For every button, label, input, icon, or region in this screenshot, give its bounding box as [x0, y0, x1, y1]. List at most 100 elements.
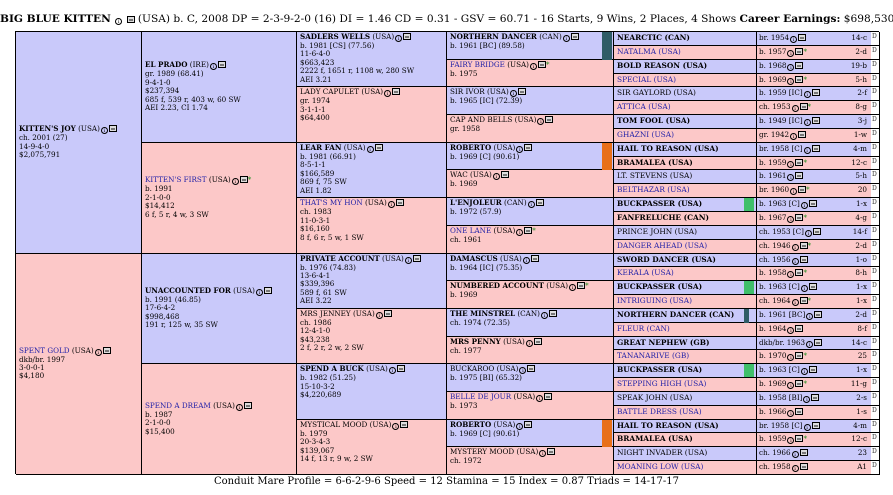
photo-icon[interactable] — [795, 352, 804, 360]
horse-name-link[interactable]: LT. STEVENS (USA) — [617, 171, 693, 181]
family-link[interactable]: D — [871, 32, 879, 45]
horse-name-link[interactable]: SIR GAYLORD (USA) — [617, 88, 696, 98]
family-link[interactable]: D — [871, 267, 879, 281]
family-link[interactable]: D — [871, 184, 879, 198]
family-link[interactable]: D — [871, 281, 879, 295]
horse-name-link[interactable]: BATTLE DRESS (USA) — [617, 406, 702, 416]
photo-icon[interactable] — [798, 130, 807, 138]
photo-icon[interactable] — [795, 75, 804, 83]
info-icon[interactable]: i — [392, 422, 400, 430]
info-icon[interactable]: i — [787, 271, 795, 279]
horse-name-link[interactable]: NUMBERED ACCOUNT — [450, 281, 544, 291]
info-icon[interactable]: i — [375, 311, 383, 319]
info-icon[interactable]: i — [787, 77, 795, 85]
horse-name-link[interactable]: SPECIAL (USA) — [617, 74, 676, 84]
family-link[interactable]: D — [871, 170, 879, 184]
family-link[interactable]: D — [871, 336, 879, 350]
photo-icon[interactable] — [524, 143, 533, 151]
family-link[interactable]: D — [871, 128, 879, 142]
photo-icon[interactable] — [400, 420, 409, 428]
info-icon[interactable]: i — [562, 35, 570, 42]
info-icon[interactable]: i — [529, 62, 537, 70]
family-link[interactable]: D — [871, 198, 879, 211]
info-icon[interactable]: i — [791, 451, 799, 459]
horse-name-link[interactable]: INTRIGUING (USA) — [617, 296, 692, 306]
horse-name-link[interactable]: DAMASCUS — [450, 253, 498, 263]
photo-icon[interactable] — [524, 226, 533, 234]
family-link[interactable]: D — [871, 211, 879, 225]
info-icon[interactable]: i — [384, 90, 392, 98]
horse-name-link[interactable]: LADY CAPULET — [300, 87, 360, 97]
photo-icon[interactable] — [814, 338, 823, 346]
photo-icon[interactable] — [814, 310, 823, 318]
photo-icon[interactable] — [544, 392, 553, 400]
horse-name-link[interactable]: THE MINSTREL — [450, 308, 516, 318]
horse-name-link[interactable]: GREAT NEPHEW (GB) — [617, 337, 710, 347]
photo-icon[interactable] — [577, 282, 586, 290]
family-link[interactable]: D — [871, 253, 879, 267]
family-link[interactable]: D — [871, 73, 879, 87]
info-icon[interactable]: i — [791, 257, 799, 265]
photo-icon[interactable] — [799, 103, 808, 111]
info-icon[interactable]: i — [787, 437, 795, 445]
photo-icon[interactable] — [811, 117, 820, 125]
photo-icon[interactable] — [799, 449, 808, 457]
horse-name-link[interactable]: KITTEN'S JOY — [19, 124, 76, 134]
horse-name-link[interactable]: SWORD DANCER (USA) — [617, 254, 716, 264]
photo-icon[interactable] — [527, 365, 536, 373]
horse-name-link[interactable]: NORTHERN DANCER (CAN) — [617, 309, 735, 319]
horse-name-link[interactable]: HAIL TO REASON (USA) — [617, 143, 719, 153]
photo-icon[interactable] — [239, 176, 248, 184]
family-link[interactable]: D — [871, 87, 879, 101]
horse-name-link[interactable]: ROBERTO — [450, 142, 492, 152]
photo-icon[interactable] — [808, 283, 817, 291]
horse-name-link[interactable]: BRAMALEA (USA) — [617, 157, 693, 167]
horse-name-link[interactable]: NATALMA (USA) — [617, 46, 681, 56]
family-link[interactable]: D — [871, 115, 879, 128]
horse-name-link[interactable]: SPENT GOLD — [19, 345, 70, 355]
info-icon[interactable]: i — [395, 35, 403, 42]
photo-icon[interactable] — [811, 89, 820, 97]
photo-icon[interactable] — [795, 61, 804, 69]
horse-name-link[interactable]: SPEND A BUCK — [300, 364, 364, 374]
info-icon[interactable]: i — [791, 243, 799, 251]
horse-name-link[interactable]: THAT'S MY HON — [300, 198, 363, 208]
family-link[interactable]: D — [871, 295, 879, 308]
info-icon[interactable]: i — [516, 422, 524, 430]
family-link[interactable]: D — [871, 405, 879, 419]
photo-icon[interactable] — [108, 125, 117, 133]
horse-name-link[interactable]: BUCKAROO — [450, 364, 495, 374]
horse-name-link[interactable]: BELTHAZAR (USA) — [617, 185, 690, 195]
family-link[interactable]: D — [871, 433, 879, 447]
info-icon[interactable]: i — [806, 312, 814, 320]
family-link[interactable]: D — [871, 322, 879, 336]
info-icon[interactable]: i — [569, 284, 577, 292]
info-icon[interactable]: i — [540, 311, 548, 319]
family-link[interactable]: D — [871, 59, 879, 73]
info-icon[interactable]: i — [803, 119, 811, 127]
sire-info-icon[interactable]: i — [115, 18, 123, 25]
family-link[interactable]: D — [871, 45, 879, 59]
photo-icon[interactable] — [795, 172, 804, 180]
info-icon[interactable]: i — [790, 188, 798, 196]
info-icon[interactable]: i — [537, 118, 545, 126]
photo-icon[interactable] — [799, 297, 808, 305]
horse-name-link[interactable]: MYSTICAL MOOD — [300, 419, 368, 429]
horse-name-link[interactable]: BELLE DE JOUR — [450, 391, 512, 401]
horse-name-link[interactable]: MRS PENNY — [450, 336, 501, 346]
horse-name-link[interactable]: BUCKPASSER (USA) — [617, 199, 703, 209]
info-icon[interactable]: i — [509, 90, 517, 98]
family-link[interactable]: D — [871, 461, 879, 474]
family-link[interactable]: D — [871, 239, 879, 253]
photo-icon[interactable] — [545, 116, 554, 124]
photo-icon[interactable] — [243, 401, 252, 409]
info-icon[interactable]: i — [803, 395, 811, 403]
info-icon[interactable]: i — [806, 340, 814, 348]
family-link[interactable]: D — [871, 101, 879, 115]
horse-name-link[interactable]: L'ENJOLEUR — [450, 198, 502, 208]
photo-icon[interactable] — [798, 34, 807, 41]
info-icon[interactable]: i — [388, 367, 396, 375]
photo-icon[interactable] — [374, 143, 383, 151]
photo-icon[interactable] — [500, 171, 509, 179]
info-icon[interactable]: i — [787, 382, 795, 390]
